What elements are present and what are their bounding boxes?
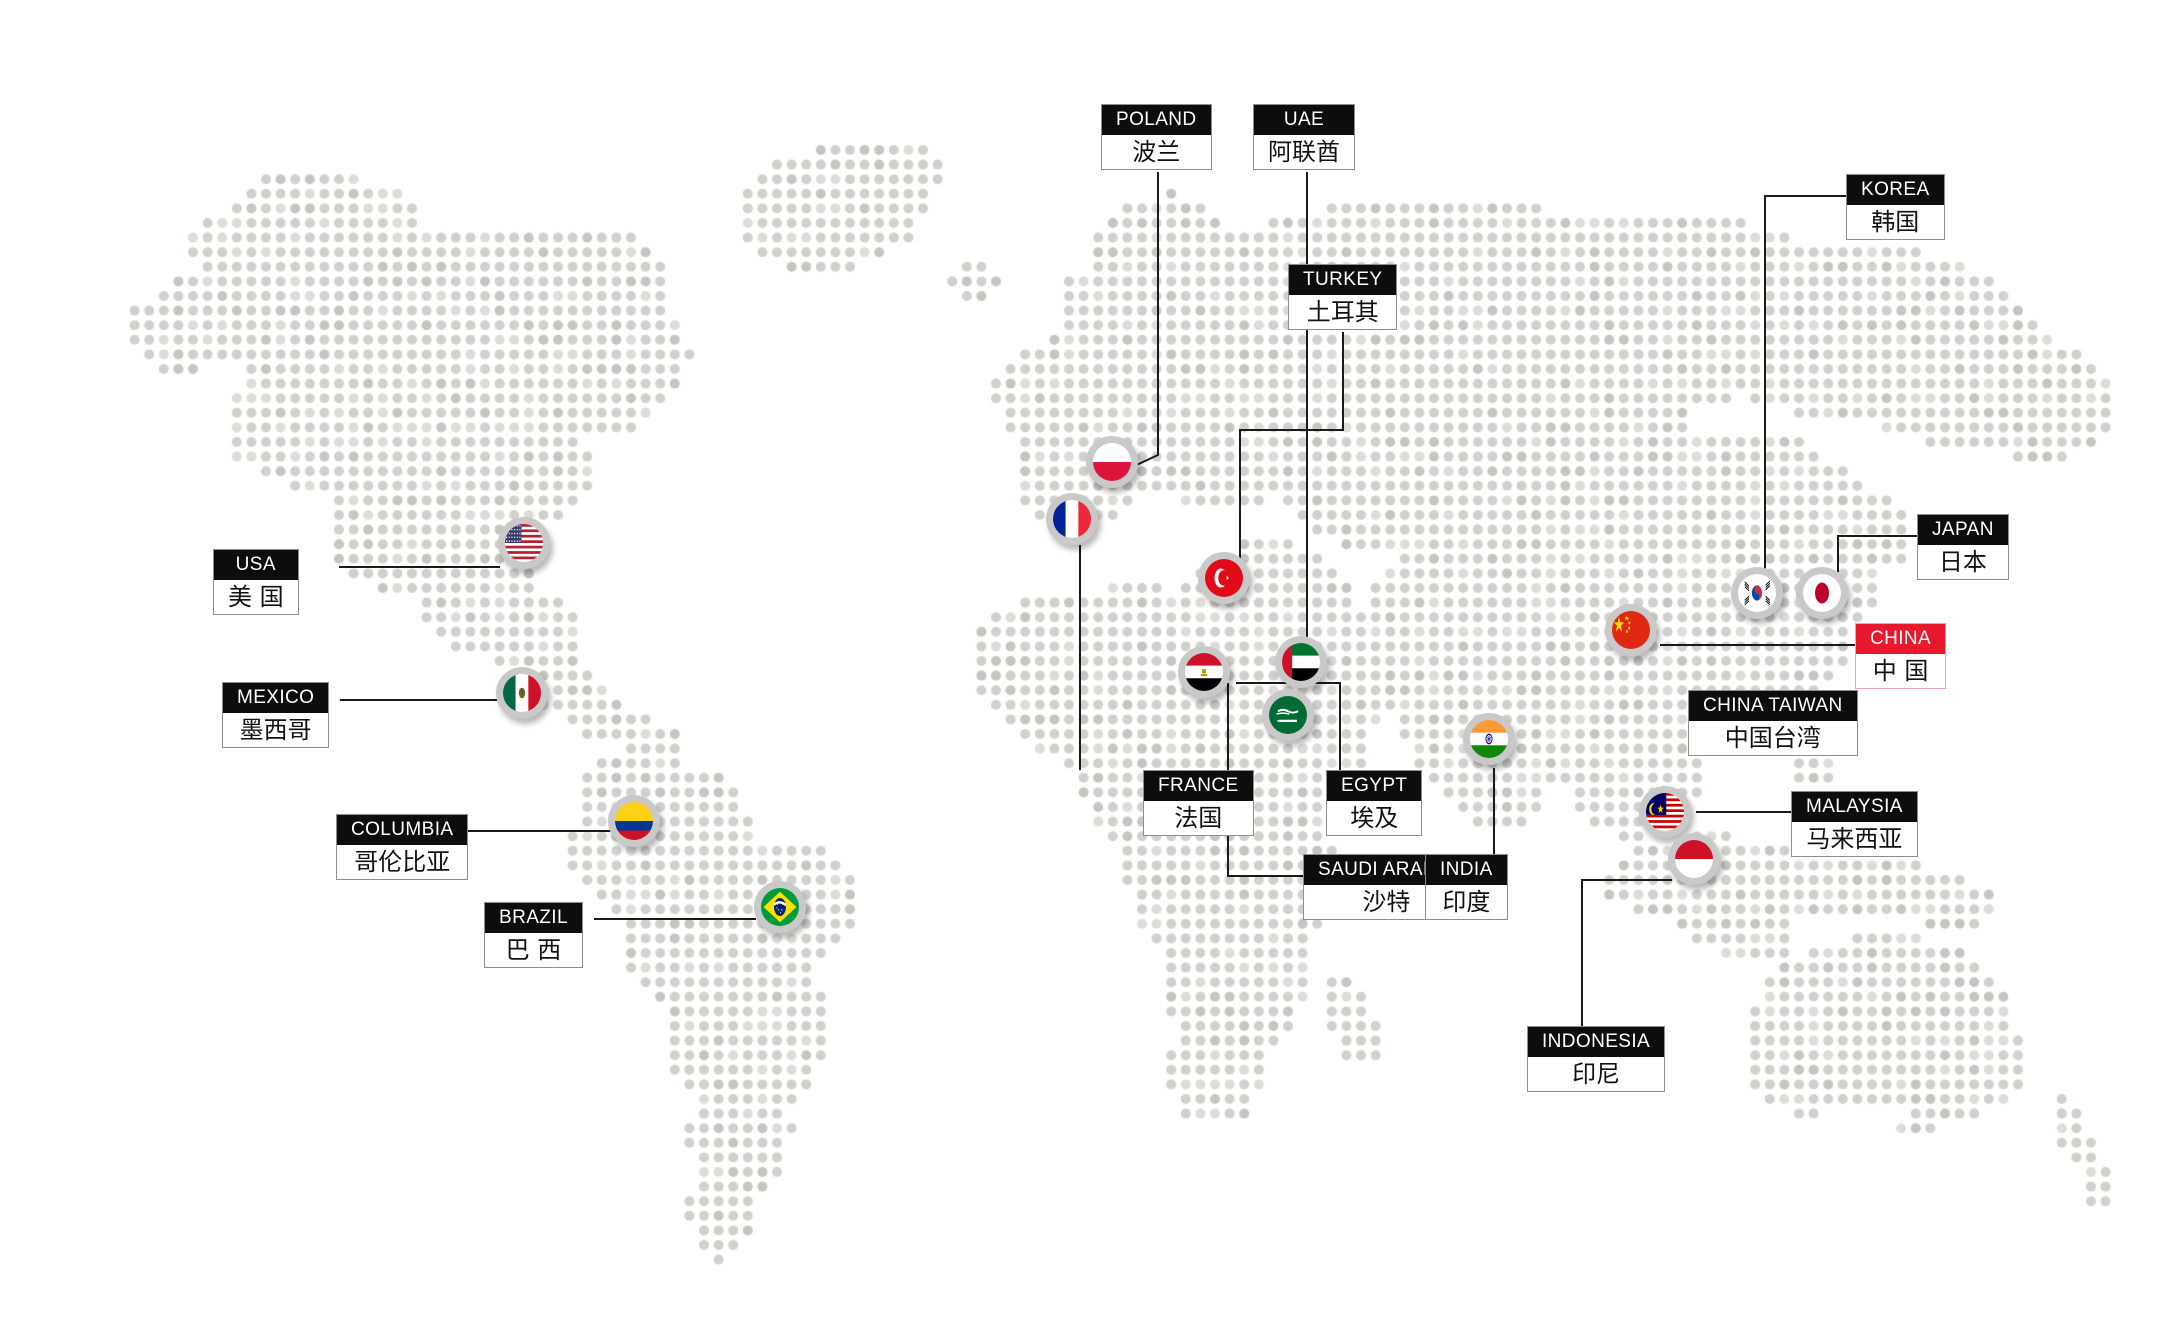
country-label-en-japan: JAPAN [1918, 515, 2008, 545]
country-label-cn-france: 法国 [1144, 801, 1253, 835]
country-label-uae[interactable]: UAE 阿联酋 [1253, 104, 1355, 170]
country-label-usa[interactable]: USA 美 国 [213, 549, 299, 615]
flag-marker-korea[interactable] [1731, 567, 1783, 619]
flag-marker-usa[interactable] [498, 517, 550, 569]
country-label-columbia[interactable]: COLUMBIA 哥伦比亚 [336, 814, 469, 880]
connector-line-korea [1764, 195, 1846, 575]
country-label-china-taiwan[interactable]: CHINA TAIWAN 中国台湾 [1688, 690, 1858, 756]
country-label-cn-india: 印度 [1426, 885, 1507, 919]
country-label-cn-uae: 阿联酋 [1254, 135, 1354, 169]
country-label-cn-china-taiwan: 中国台湾 [1689, 721, 1857, 755]
country-label-cn-turkey: 土耳其 [1289, 295, 1397, 329]
country-label-cn-china: 中 国 [1856, 654, 1946, 688]
country-label-cn-japan: 日本 [1918, 545, 2008, 579]
flag-columbia-icon [615, 802, 653, 840]
country-label-france[interactable]: FRANCE 法国 [1143, 770, 1254, 836]
country-label-brazil[interactable]: BRAZIL 巴 西 [484, 902, 583, 968]
flag-marker-china[interactable] [1605, 604, 1657, 656]
country-label-en-korea: KOREA [1847, 175, 1944, 205]
connector-line-indonesia [1581, 879, 1672, 1026]
flag-marker-columbia[interactable] [608, 795, 660, 847]
flag-poland-icon [1093, 443, 1131, 481]
flag-marker-france[interactable] [1046, 493, 1098, 545]
flag-marker-indonesia[interactable] [1668, 833, 1720, 885]
flag-saudi-icon [1269, 696, 1307, 734]
country-label-mexico[interactable]: MEXICO 墨西哥 [222, 682, 330, 748]
flag-marker-mexico[interactable] [496, 667, 548, 719]
country-label-en-mexico: MEXICO [223, 683, 329, 713]
country-label-en-china: CHINA [1856, 624, 1946, 654]
country-label-cn-brazil: 巴 西 [485, 933, 582, 967]
country-label-cn-poland: 波兰 [1102, 135, 1211, 169]
country-label-korea[interactable]: KOREA 韩国 [1846, 174, 1945, 240]
country-label-en-france: FRANCE [1144, 771, 1253, 801]
country-label-en-turkey: TURKEY [1289, 265, 1397, 295]
flag-marker-saudi[interactable] [1262, 689, 1314, 741]
country-label-india[interactable]: INDIA 印度 [1425, 854, 1508, 920]
country-label-en-egypt: EGYPT [1327, 771, 1422, 801]
country-label-en-poland: POLAND [1102, 105, 1211, 135]
country-label-en-indonesia: INDONESIA [1528, 1027, 1665, 1057]
flag-uae-icon [1282, 643, 1320, 681]
country-label-cn-usa: 美 国 [214, 580, 298, 614]
connector-line-japan [1837, 535, 1917, 572]
country-label-en-malaysia: MALAYSIA [1792, 792, 1917, 822]
country-label-egypt[interactable]: EGYPT 埃及 [1326, 770, 1423, 836]
country-label-japan[interactable]: JAPAN 日本 [1917, 514, 2009, 580]
country-label-cn-korea: 韩国 [1847, 205, 1944, 239]
flag-marker-japan[interactable] [1796, 567, 1848, 619]
flag-brazil-icon [761, 888, 799, 926]
flag-marker-brazil[interactable] [754, 881, 806, 933]
country-label-en-uae: UAE [1254, 105, 1354, 135]
flag-egypt-icon [1185, 653, 1223, 691]
country-label-turkey[interactable]: TURKEY 土耳其 [1288, 264, 1398, 330]
country-label-china[interactable]: CHINA 中 国 [1855, 623, 1947, 689]
country-label-en-usa: USA [214, 550, 298, 580]
flag-mexico-icon [503, 674, 541, 712]
flag-turkey-icon [1205, 559, 1243, 597]
flag-marker-uae[interactable] [1275, 636, 1327, 688]
country-label-indonesia[interactable]: INDONESIA 印尼 [1527, 1026, 1666, 1092]
country-label-cn-columbia: 哥伦比亚 [337, 845, 468, 879]
country-label-en-columbia: COLUMBIA [337, 815, 468, 845]
flag-marker-malaysia[interactable] [1639, 786, 1691, 838]
country-label-cn-mexico: 墨西哥 [223, 713, 329, 747]
connector-line-turkey [1239, 332, 1344, 562]
flag-china-icon [1612, 611, 1650, 649]
country-label-malaysia[interactable]: MALAYSIA 马来西亚 [1791, 791, 1918, 857]
country-label-cn-malaysia: 马来西亚 [1792, 822, 1917, 856]
flag-korea-icon [1738, 574, 1776, 612]
country-label-poland[interactable]: POLAND 波兰 [1101, 104, 1212, 170]
flag-marker-turkey[interactable] [1198, 552, 1250, 604]
flag-malaysia-icon [1646, 793, 1684, 831]
flag-japan-icon [1803, 574, 1841, 612]
country-label-en-india: INDIA [1426, 855, 1507, 885]
flag-usa-icon [505, 524, 543, 562]
flag-india-icon [1470, 720, 1508, 758]
country-label-en-brazil: BRAZIL [485, 903, 582, 933]
country-label-cn-indonesia: 印尼 [1528, 1057, 1665, 1091]
connector-line-poland [1131, 172, 1159, 468]
flag-marker-india[interactable] [1463, 713, 1515, 765]
flag-marker-poland[interactable] [1086, 436, 1138, 488]
flag-marker-egypt[interactable] [1178, 646, 1230, 698]
country-label-en-china-taiwan: CHINA TAIWAN [1689, 691, 1857, 721]
flag-france-icon [1053, 500, 1091, 538]
flag-indonesia-icon [1675, 840, 1713, 878]
country-label-cn-egypt: 埃及 [1327, 801, 1422, 835]
